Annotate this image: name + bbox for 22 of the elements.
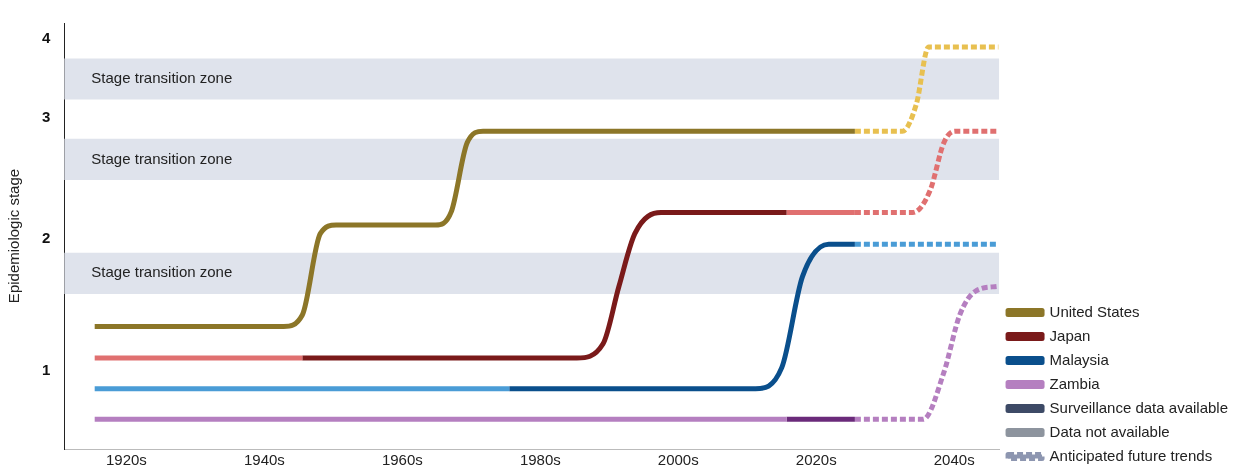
y-tick-label: 2 — [42, 229, 51, 247]
x-tick-label: 2040s — [933, 451, 975, 469]
legend-label: Anticipated future trends — [1049, 446, 1213, 464]
legend-label: Zambia — [1049, 374, 1101, 392]
y-tick-label: 1 — [42, 360, 51, 378]
band-label: Stage transition zone — [91, 263, 233, 281]
y-tick-label: 3 — [42, 107, 51, 125]
y-tick-label: 4 — [42, 29, 51, 47]
legend-label: Data not available — [1049, 422, 1170, 440]
band-label: Stage transition zone — [91, 149, 233, 167]
x-tick-label: 1920s — [105, 451, 147, 469]
y-axis-title: Epidemiologic stage — [5, 168, 23, 304]
x-tick-label: 1960s — [381, 451, 423, 469]
x-tick-label: 2020s — [795, 451, 837, 469]
legend-label: United States — [1049, 302, 1140, 320]
band-label: Stage transition zone — [91, 69, 233, 87]
legend-label: Surveillance data available — [1049, 398, 1229, 416]
x-tick-label: 1940s — [243, 451, 285, 469]
legend-label: Japan — [1049, 326, 1091, 344]
legend-label: Malaysia — [1049, 350, 1110, 368]
x-tick-label: 2000s — [657, 451, 699, 469]
x-tick-label: 1980s — [519, 451, 561, 469]
